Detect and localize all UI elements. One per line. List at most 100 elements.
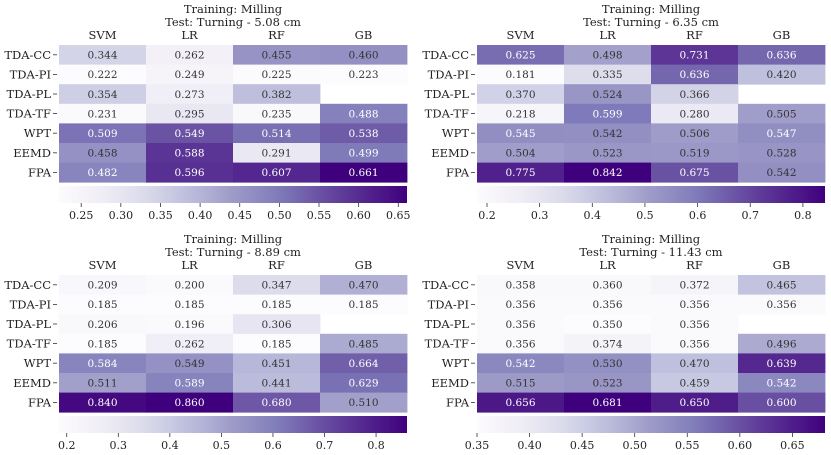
heatmap-cell — [320, 103, 408, 124]
cell-value-label: 0.306 — [261, 319, 291, 331]
heatmap-cell — [146, 275, 234, 295]
heatmap-cell — [146, 392, 234, 413]
heatmap-cell — [651, 275, 739, 295]
row-label: WPT — [442, 356, 470, 370]
heatmap-cell — [477, 275, 565, 295]
cell-value-label: 0.335 — [592, 69, 622, 81]
cell-value-label: 0.528 — [766, 148, 796, 160]
cell-value-label: 0.356 — [679, 338, 709, 350]
cell-value-label: 0.680 — [261, 397, 291, 409]
heatmap-cell — [477, 294, 565, 315]
colorbar-tick-label: 0.50 — [622, 439, 647, 452]
cell-value-label: 0.636 — [679, 69, 709, 81]
heatmap-cell — [651, 103, 739, 124]
cell-value-label: 0.629 — [348, 378, 378, 390]
cell-value-label: 0.524 — [592, 89, 622, 101]
cell-value-label: 0.370 — [505, 89, 535, 101]
cell-value-label: 0.231 — [87, 108, 117, 120]
heatmap-cell — [59, 162, 147, 183]
column-label: LR — [599, 28, 616, 42]
cell-value-label: 0.538 — [348, 128, 378, 140]
row-label: FPA — [28, 395, 52, 409]
colorbar-tick-label: 0.3 — [110, 439, 128, 452]
cell-value-label: 0.681 — [592, 397, 622, 409]
heatmap-cell — [564, 392, 652, 413]
cell-value-label: 0.223 — [348, 69, 378, 81]
colorbar-tick-label: 0.2 — [58, 439, 76, 452]
cell-value-label: 0.470 — [679, 358, 709, 370]
colorbar-tick-label: 0.4 — [584, 209, 602, 222]
heatmap-cell — [477, 123, 565, 144]
cell-value-label: 0.542 — [505, 358, 535, 370]
heatmap-cell — [146, 373, 234, 393]
chart-title-line2: Test: Turning - 8.89 cm — [165, 245, 301, 259]
row-label: WPT — [442, 126, 470, 140]
row-label: TDA-PL — [7, 87, 52, 101]
row-label: TDA-CC — [422, 48, 469, 62]
heatmap-cell — [564, 275, 652, 295]
column-label: SVM — [89, 28, 117, 42]
colorbar-tick-label: 0.55 — [307, 209, 332, 222]
heatmap-cell — [59, 314, 147, 335]
row-label: EEMD — [13, 146, 51, 160]
heatmap-cell — [651, 373, 739, 393]
colorbar-tick-label: 0.30 — [109, 209, 134, 222]
heatmap-cell — [233, 84, 321, 105]
heatmap-cell — [320, 123, 408, 144]
column-label: LR — [181, 28, 198, 42]
cell-value-label: 0.295 — [174, 108, 204, 120]
heatmap-cell — [59, 275, 147, 295]
cell-value-label: 0.354 — [87, 89, 117, 101]
row-label: TDA-CC — [422, 278, 469, 292]
heatmap-cell — [59, 373, 147, 393]
heatmap-cell — [59, 294, 147, 315]
cell-value-label: 0.650 — [679, 397, 709, 409]
cell-value-label: 0.356 — [505, 338, 535, 350]
heatmap-cell — [738, 392, 826, 413]
cell-value-label: 0.488 — [348, 108, 378, 120]
cell-value-label: 0.235 — [261, 108, 291, 120]
colorbar-tick-label: 0.25 — [69, 209, 94, 222]
cell-value-label: 0.218 — [505, 108, 535, 120]
heatmap-cell — [738, 294, 826, 315]
cell-value-label: 0.185 — [87, 299, 117, 311]
row-label: EEMD — [13, 376, 51, 390]
column-label: RF — [268, 258, 285, 272]
heatmap-cell — [564, 64, 652, 85]
cell-value-label: 0.196 — [174, 319, 204, 331]
heatmap-cell — [477, 143, 565, 163]
row-label: TDA-TF — [425, 337, 469, 351]
cell-value-label: 0.547 — [766, 128, 796, 140]
heatmap-cell — [233, 275, 321, 295]
heatmap-cell — [738, 162, 826, 183]
colorbar-tick-label: 0.8 — [794, 209, 812, 222]
cell-value-label: 0.455 — [261, 50, 291, 62]
cell-value-label: 0.664 — [348, 358, 378, 370]
colorbar-tick-label: 0.7 — [741, 209, 759, 222]
heatmap-cell — [233, 45, 321, 65]
colorbar-tick-label: 0.8 — [367, 439, 385, 452]
cell-value-label: 0.356 — [679, 299, 709, 311]
colorbar-tick-label: 0.35 — [148, 209, 173, 222]
heatmap-cell — [146, 333, 234, 354]
heatmap-cell — [651, 45, 739, 65]
cell-value-label: 0.451 — [261, 358, 291, 370]
colorbar-tick-label: 0.2 — [478, 209, 496, 222]
cell-value-label: 0.209 — [87, 280, 117, 292]
cell-value-label: 0.262 — [174, 50, 204, 62]
row-label: TDA-PL — [7, 317, 52, 331]
heatmap-cell — [651, 294, 739, 315]
cell-value-label: 0.358 — [505, 280, 535, 292]
heatmap-cell — [146, 162, 234, 183]
heatmap-cell — [320, 64, 408, 85]
heatmap-cell — [651, 333, 739, 354]
cell-value-label: 0.639 — [766, 358, 796, 370]
cell-value-label: 0.185 — [87, 338, 117, 350]
heatmap-cell — [146, 314, 234, 335]
heatmap-cell — [738, 333, 826, 354]
heatmap-cell — [59, 333, 147, 354]
cell-value-label: 0.350 — [592, 319, 622, 331]
colorbar-tick-label: 0.6 — [264, 439, 282, 452]
cell-value-label: 0.519 — [679, 148, 709, 160]
